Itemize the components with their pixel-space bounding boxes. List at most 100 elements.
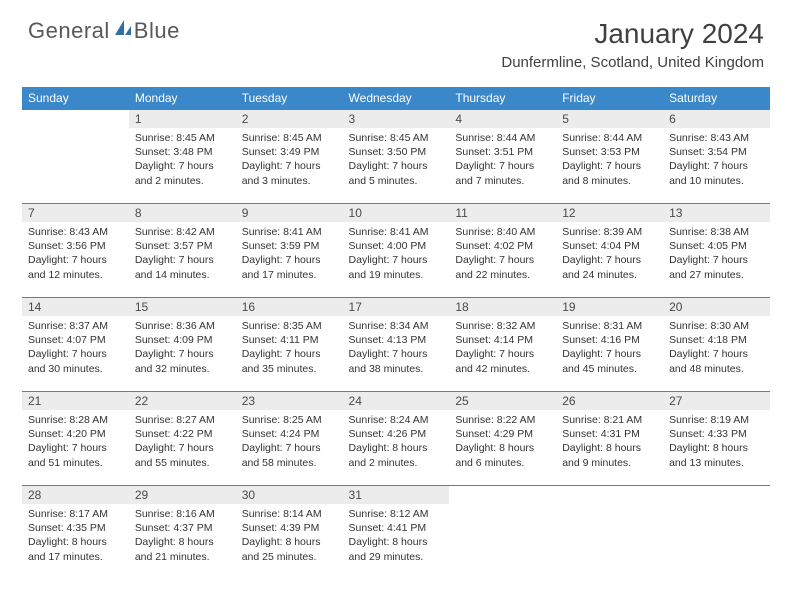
day-details: Sunrise: 8:17 AMSunset: 4:35 PMDaylight:…: [22, 504, 129, 567]
day-details: Sunrise: 8:42 AMSunset: 3:57 PMDaylight:…: [129, 222, 236, 285]
day-number: 16: [236, 298, 343, 316]
calendar-body: 1Sunrise: 8:45 AMSunset: 3:48 PMDaylight…: [22, 110, 770, 574]
calendar-day-cell: 15Sunrise: 8:36 AMSunset: 4:09 PMDayligh…: [129, 298, 236, 386]
day-number: 31: [343, 486, 450, 504]
calendar-day-cell: 11Sunrise: 8:40 AMSunset: 4:02 PMDayligh…: [449, 204, 556, 292]
logo-text-1: General: [28, 18, 110, 44]
calendar-day-cell: 8Sunrise: 8:42 AMSunset: 3:57 PMDaylight…: [129, 204, 236, 292]
weekday-header: Friday: [556, 87, 663, 110]
day-details: Sunrise: 8:44 AMSunset: 3:51 PMDaylight:…: [449, 128, 556, 191]
calendar-day-cell: 22Sunrise: 8:27 AMSunset: 4:22 PMDayligh…: [129, 392, 236, 480]
calendar-day-cell: 31Sunrise: 8:12 AMSunset: 4:41 PMDayligh…: [343, 486, 450, 574]
day-details: Sunrise: 8:43 AMSunset: 3:54 PMDaylight:…: [663, 128, 770, 191]
day-number: 24: [343, 392, 450, 410]
logo: General Blue: [28, 18, 180, 44]
day-number: 28: [22, 486, 129, 504]
day-details: Sunrise: 8:14 AMSunset: 4:39 PMDaylight:…: [236, 504, 343, 567]
calendar-day-cell: 19Sunrise: 8:31 AMSunset: 4:16 PMDayligh…: [556, 298, 663, 386]
day-details: Sunrise: 8:45 AMSunset: 3:48 PMDaylight:…: [129, 128, 236, 191]
title-block: January 2024 Dunfermline, Scotland, Unit…: [501, 18, 764, 71]
day-number: 6: [663, 110, 770, 128]
calendar-week-row: 1Sunrise: 8:45 AMSunset: 3:48 PMDaylight…: [22, 110, 770, 198]
logo-sail-icon: [113, 18, 133, 44]
day-details: Sunrise: 8:30 AMSunset: 4:18 PMDaylight:…: [663, 316, 770, 379]
day-number: 22: [129, 392, 236, 410]
weekday-header: Wednesday: [343, 87, 450, 110]
day-number: 14: [22, 298, 129, 316]
calendar-week-row: 14Sunrise: 8:37 AMSunset: 4:07 PMDayligh…: [22, 298, 770, 386]
day-number: 7: [22, 204, 129, 222]
calendar-day-cell: 27Sunrise: 8:19 AMSunset: 4:33 PMDayligh…: [663, 392, 770, 480]
day-details: Sunrise: 8:12 AMSunset: 4:41 PMDaylight:…: [343, 504, 450, 567]
day-details: Sunrise: 8:19 AMSunset: 4:33 PMDaylight:…: [663, 410, 770, 473]
calendar-day-cell: 18Sunrise: 8:32 AMSunset: 4:14 PMDayligh…: [449, 298, 556, 386]
weekday-header: Thursday: [449, 87, 556, 110]
calendar-week-row: 28Sunrise: 8:17 AMSunset: 4:35 PMDayligh…: [22, 486, 770, 574]
calendar-day-cell: 5Sunrise: 8:44 AMSunset: 3:53 PMDaylight…: [556, 110, 663, 198]
location: Dunfermline, Scotland, United Kingdom: [501, 54, 764, 71]
calendar-day-cell: 2Sunrise: 8:45 AMSunset: 3:49 PMDaylight…: [236, 110, 343, 198]
calendar-empty-cell: [22, 110, 129, 198]
calendar-day-cell: 6Sunrise: 8:43 AMSunset: 3:54 PMDaylight…: [663, 110, 770, 198]
day-details: Sunrise: 8:41 AMSunset: 3:59 PMDaylight:…: [236, 222, 343, 285]
day-number: 17: [343, 298, 450, 316]
day-details: Sunrise: 8:37 AMSunset: 4:07 PMDaylight:…: [22, 316, 129, 379]
day-number: 30: [236, 486, 343, 504]
month-title: January 2024: [501, 18, 764, 50]
calendar-day-cell: 13Sunrise: 8:38 AMSunset: 4:05 PMDayligh…: [663, 204, 770, 292]
calendar-empty-cell: [556, 486, 663, 574]
day-number: 3: [343, 110, 450, 128]
day-details: Sunrise: 8:21 AMSunset: 4:31 PMDaylight:…: [556, 410, 663, 473]
calendar-day-cell: 20Sunrise: 8:30 AMSunset: 4:18 PMDayligh…: [663, 298, 770, 386]
day-details: Sunrise: 8:41 AMSunset: 4:00 PMDaylight:…: [343, 222, 450, 285]
weekday-header: Saturday: [663, 87, 770, 110]
day-details: Sunrise: 8:22 AMSunset: 4:29 PMDaylight:…: [449, 410, 556, 473]
day-number: 27: [663, 392, 770, 410]
weekday-header: Tuesday: [236, 87, 343, 110]
day-number: 15: [129, 298, 236, 316]
calendar-day-cell: 9Sunrise: 8:41 AMSunset: 3:59 PMDaylight…: [236, 204, 343, 292]
calendar-day-cell: 14Sunrise: 8:37 AMSunset: 4:07 PMDayligh…: [22, 298, 129, 386]
day-number: 4: [449, 110, 556, 128]
day-number: 20: [663, 298, 770, 316]
day-details: Sunrise: 8:25 AMSunset: 4:24 PMDaylight:…: [236, 410, 343, 473]
day-details: Sunrise: 8:38 AMSunset: 4:05 PMDaylight:…: [663, 222, 770, 285]
day-number: 2: [236, 110, 343, 128]
calendar-day-cell: 16Sunrise: 8:35 AMSunset: 4:11 PMDayligh…: [236, 298, 343, 386]
calendar-table: SundayMondayTuesdayWednesdayThursdayFrid…: [22, 87, 770, 574]
calendar-day-cell: 25Sunrise: 8:22 AMSunset: 4:29 PMDayligh…: [449, 392, 556, 480]
day-number: 29: [129, 486, 236, 504]
calendar-empty-cell: [663, 486, 770, 574]
day-details: Sunrise: 8:45 AMSunset: 3:49 PMDaylight:…: [236, 128, 343, 191]
calendar-day-cell: 29Sunrise: 8:16 AMSunset: 4:37 PMDayligh…: [129, 486, 236, 574]
day-number: 25: [449, 392, 556, 410]
day-details: Sunrise: 8:28 AMSunset: 4:20 PMDaylight:…: [22, 410, 129, 473]
day-details: Sunrise: 8:35 AMSunset: 4:11 PMDaylight:…: [236, 316, 343, 379]
calendar-day-cell: 26Sunrise: 8:21 AMSunset: 4:31 PMDayligh…: [556, 392, 663, 480]
day-details: Sunrise: 8:34 AMSunset: 4:13 PMDaylight:…: [343, 316, 450, 379]
day-number: 8: [129, 204, 236, 222]
calendar-day-cell: 1Sunrise: 8:45 AMSunset: 3:48 PMDaylight…: [129, 110, 236, 198]
calendar-day-cell: 4Sunrise: 8:44 AMSunset: 3:51 PMDaylight…: [449, 110, 556, 198]
day-number: 19: [556, 298, 663, 316]
day-details: Sunrise: 8:45 AMSunset: 3:50 PMDaylight:…: [343, 128, 450, 191]
weekday-header: Monday: [129, 87, 236, 110]
day-details: Sunrise: 8:43 AMSunset: 3:56 PMDaylight:…: [22, 222, 129, 285]
day-number: 1: [129, 110, 236, 128]
day-number: 23: [236, 392, 343, 410]
calendar-day-cell: 21Sunrise: 8:28 AMSunset: 4:20 PMDayligh…: [22, 392, 129, 480]
calendar-week-row: 21Sunrise: 8:28 AMSunset: 4:20 PMDayligh…: [22, 392, 770, 480]
day-number: 13: [663, 204, 770, 222]
calendar-day-cell: 7Sunrise: 8:43 AMSunset: 3:56 PMDaylight…: [22, 204, 129, 292]
weekday-header-row: SundayMondayTuesdayWednesdayThursdayFrid…: [22, 87, 770, 110]
day-details: Sunrise: 8:16 AMSunset: 4:37 PMDaylight:…: [129, 504, 236, 567]
calendar-day-cell: 10Sunrise: 8:41 AMSunset: 4:00 PMDayligh…: [343, 204, 450, 292]
logo-text-2: Blue: [134, 18, 180, 44]
calendar-day-cell: 12Sunrise: 8:39 AMSunset: 4:04 PMDayligh…: [556, 204, 663, 292]
calendar-day-cell: 24Sunrise: 8:24 AMSunset: 4:26 PMDayligh…: [343, 392, 450, 480]
day-details: Sunrise: 8:36 AMSunset: 4:09 PMDaylight:…: [129, 316, 236, 379]
day-number: 12: [556, 204, 663, 222]
day-details: Sunrise: 8:27 AMSunset: 4:22 PMDaylight:…: [129, 410, 236, 473]
calendar-day-cell: 30Sunrise: 8:14 AMSunset: 4:39 PMDayligh…: [236, 486, 343, 574]
calendar-day-cell: 3Sunrise: 8:45 AMSunset: 3:50 PMDaylight…: [343, 110, 450, 198]
